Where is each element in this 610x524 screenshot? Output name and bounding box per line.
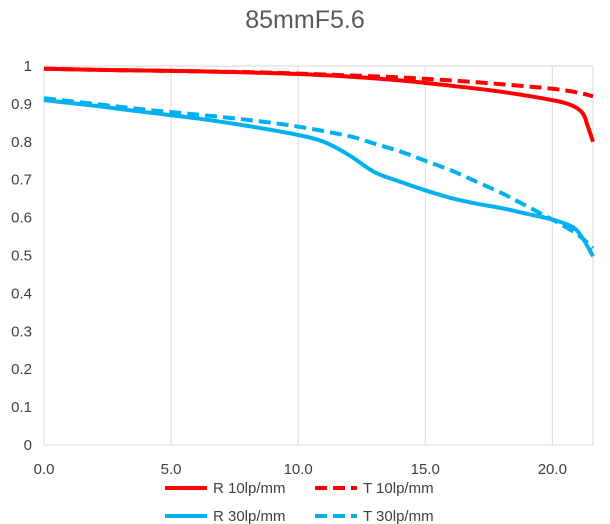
y-tick-label: 1 [24, 58, 32, 75]
axes [43, 66, 593, 446]
legend-label: R 30lp/mm [213, 508, 286, 524]
y-tick-label: 0.4 [11, 285, 32, 302]
y-tick-label: 0.3 [11, 323, 32, 340]
y-tick-label: 0.9 [11, 96, 32, 113]
y-tick-label: 0.8 [11, 134, 32, 151]
series-lines [43, 66, 595, 258]
legend-label: R 10lp/mm [213, 480, 286, 497]
y-tick-label: 0 [24, 437, 32, 454]
tick-labels: 00.10.20.30.40.50.60.70.80.910.0 5.0 10.0 1… [11, 58, 567, 478]
y-tick-label: 0.6 [11, 210, 32, 227]
series-line-t-30lp-mm [43, 96, 595, 250]
x-tick-label: 10.0 [284, 461, 313, 478]
series-line-t-10lp-mm [43, 66, 594, 99]
x-tick-label: 20.0 [538, 461, 567, 478]
y-tick-label: 0.5 [11, 248, 32, 265]
chart-title: 85mmF5.6 [245, 6, 364, 34]
y-tick-label: 0.7 [11, 172, 32, 189]
x-tick-label: 15.0 [411, 461, 440, 478]
legend-label: T 30lp/mm [363, 508, 434, 524]
x-tick-label: 5.0 [161, 461, 182, 478]
series-line-r-30lp-mm [43, 98, 595, 258]
grid-lines [44, 65, 594, 445]
x-tick-label: 0.0 [34, 461, 55, 478]
legend-label: T 10lp/mm [363, 480, 434, 497]
y-tick-label: 0.2 [11, 361, 32, 378]
legend: R 10lp/mm T 10lp/mm R 30lp/mm T 30lp/mm [165, 480, 434, 524]
y-tick-label: 0.1 [11, 399, 32, 416]
